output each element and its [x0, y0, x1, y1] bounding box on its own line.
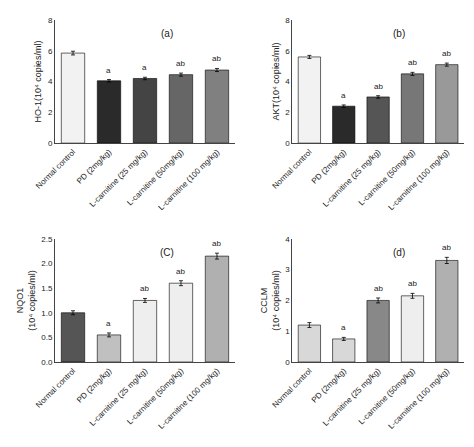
svg-text:1.0: 1.0 — [41, 309, 53, 318]
svg-text:L-carnitine (100 mg/kg): L-carnitine (100 mg/kg) — [157, 147, 222, 212]
svg-text:Normal control: Normal control — [34, 366, 77, 409]
svg-text:Normal control: Normal control — [270, 366, 313, 409]
svg-text:2: 2 — [285, 108, 290, 117]
svg-text:L-carnitine (25 mg/kg): L-carnitine (25 mg/kg) — [88, 147, 150, 209]
svg-text:L-carnitine (25 mg/kg): L-carnitine (25 mg/kg) — [88, 366, 150, 428]
svg-text:PD (2mg/kg): PD (2mg/kg) — [75, 147, 113, 185]
svg-text:Normal control: Normal control — [34, 147, 77, 190]
svg-text:ab: ab — [212, 54, 221, 63]
svg-text:a: a — [106, 319, 111, 328]
svg-text:L-carnitine (25 mg/kg): L-carnitine (25 mg/kg) — [321, 147, 383, 209]
svg-text:ab: ab — [442, 243, 451, 252]
svg-text:2: 2 — [285, 296, 290, 305]
svg-text:ab: ab — [176, 267, 185, 276]
svg-text:ab: ab — [374, 284, 383, 293]
svg-text:ab: ab — [176, 59, 185, 68]
svg-text:CCLM(10⁴ copies/ml): CCLM(10⁴ copies/ml) — [259, 270, 281, 330]
svg-text:a: a — [341, 91, 346, 100]
svg-text:(d): (d) — [393, 247, 405, 258]
svg-text:2: 2 — [48, 108, 53, 117]
svg-text:0: 0 — [285, 358, 290, 367]
svg-text:ab: ab — [408, 58, 417, 67]
svg-text:(C): (C) — [160, 247, 174, 258]
svg-text:4: 4 — [285, 77, 290, 86]
svg-text:L-carnitine (50mg/kg): L-carnitine (50mg/kg) — [125, 366, 185, 426]
svg-text:(a): (a) — [161, 28, 173, 39]
svg-text:L-carnitine (50mg/kg): L-carnitine (50mg/kg) — [125, 147, 185, 207]
svg-text:Normal control: Normal control — [270, 147, 313, 190]
svg-text:a: a — [106, 66, 111, 75]
svg-text:0: 0 — [48, 139, 53, 148]
svg-text:ab: ab — [140, 284, 149, 293]
svg-text:ab: ab — [408, 279, 417, 288]
svg-text:0: 0 — [285, 139, 290, 148]
svg-text:L-carnitine (100 mg/kg): L-carnitine (100 mg/kg) — [387, 147, 452, 212]
svg-text:(b): (b) — [393, 28, 405, 39]
svg-text:PD (2mg/kg): PD (2mg/kg) — [75, 366, 113, 404]
svg-text:8: 8 — [48, 16, 53, 25]
svg-text:6: 6 — [285, 47, 290, 56]
svg-text:PD (2mg/kg): PD (2mg/kg) — [310, 147, 348, 185]
svg-text:4: 4 — [48, 77, 53, 86]
svg-text:ab: ab — [374, 82, 383, 91]
svg-text:L-carnitine (100 mg/kg): L-carnitine (100 mg/kg) — [387, 366, 452, 431]
svg-text:L-carnitine (25 mg/kg): L-carnitine (25 mg/kg) — [321, 366, 383, 428]
svg-text:8: 8 — [285, 16, 290, 25]
svg-text:2.5: 2.5 — [41, 235, 53, 244]
svg-text:L-carnitine (50mg/kg): L-carnitine (50mg/kg) — [357, 147, 417, 207]
svg-text:0.5: 0.5 — [41, 333, 53, 342]
svg-text:4: 4 — [285, 235, 290, 244]
svg-text:a: a — [341, 323, 346, 332]
svg-text:6: 6 — [48, 47, 53, 56]
svg-text:HO-1(10⁴ copies/ml): HO-1(10⁴ copies/ml) — [33, 41, 43, 123]
svg-text:NQO1(10⁴ copies/ml): NQO1(10⁴ copies/ml) — [15, 270, 37, 330]
svg-text:1: 1 — [285, 327, 290, 336]
svg-text:1.5: 1.5 — [41, 284, 53, 293]
svg-text:L-carnitine (100 mg/kg): L-carnitine (100 mg/kg) — [157, 366, 222, 431]
svg-text:AKT(10⁴ copies/ml): AKT(10⁴ copies/ml) — [271, 43, 281, 121]
svg-text:ab: ab — [442, 49, 451, 58]
svg-text:a: a — [142, 63, 147, 72]
svg-text:2.0: 2.0 — [41, 259, 53, 268]
svg-text:3: 3 — [285, 265, 290, 274]
svg-text:0.0: 0.0 — [41, 358, 53, 367]
svg-text:PD (2mg/kg): PD (2mg/kg) — [310, 366, 348, 404]
svg-text:ab: ab — [212, 239, 221, 248]
svg-text:L-carnitine (50mg/kg): L-carnitine (50mg/kg) — [357, 366, 417, 426]
